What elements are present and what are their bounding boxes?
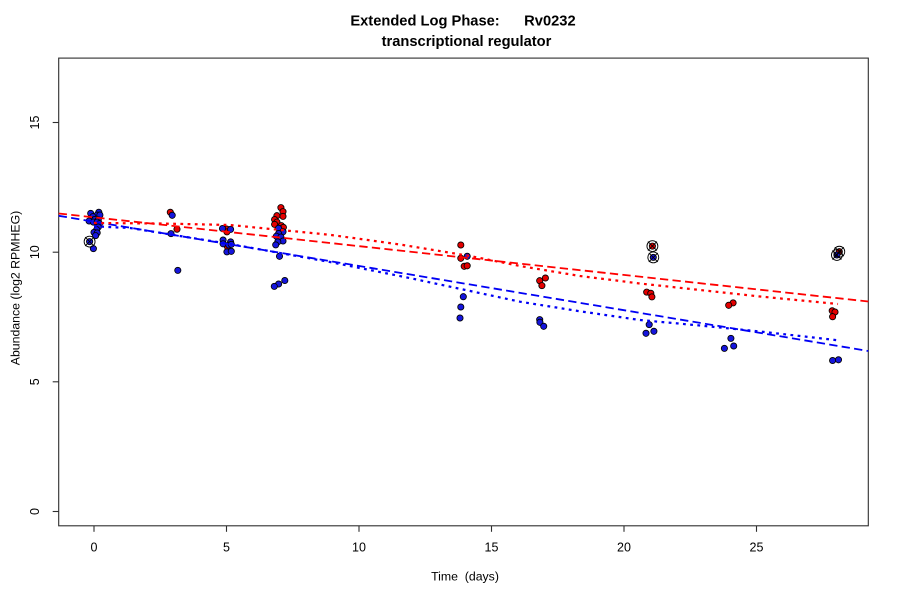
svg-text:25: 25 (750, 541, 764, 555)
svg-text:Abundance (log2 RPMHEG): Abundance (log2 RPMHEG) (9, 211, 23, 365)
svg-text:10: 10 (28, 245, 42, 259)
svg-text:5: 5 (28, 378, 42, 385)
svg-text:15: 15 (28, 116, 42, 130)
svg-text:0: 0 (91, 541, 98, 555)
svg-text:15: 15 (485, 541, 499, 555)
svg-text:10: 10 (352, 541, 366, 555)
svg-text:Time (days): Time (days) (431, 570, 499, 584)
svg-text:20: 20 (617, 541, 631, 555)
svg-text:transcriptional regulator: transcriptional regulator (382, 34, 552, 50)
svg-text:5: 5 (223, 541, 230, 555)
svg-text:0: 0 (28, 508, 42, 515)
svg-text:Extended Log Phase: Rv023: Extended Log Phase: Rv0232 (350, 13, 575, 29)
